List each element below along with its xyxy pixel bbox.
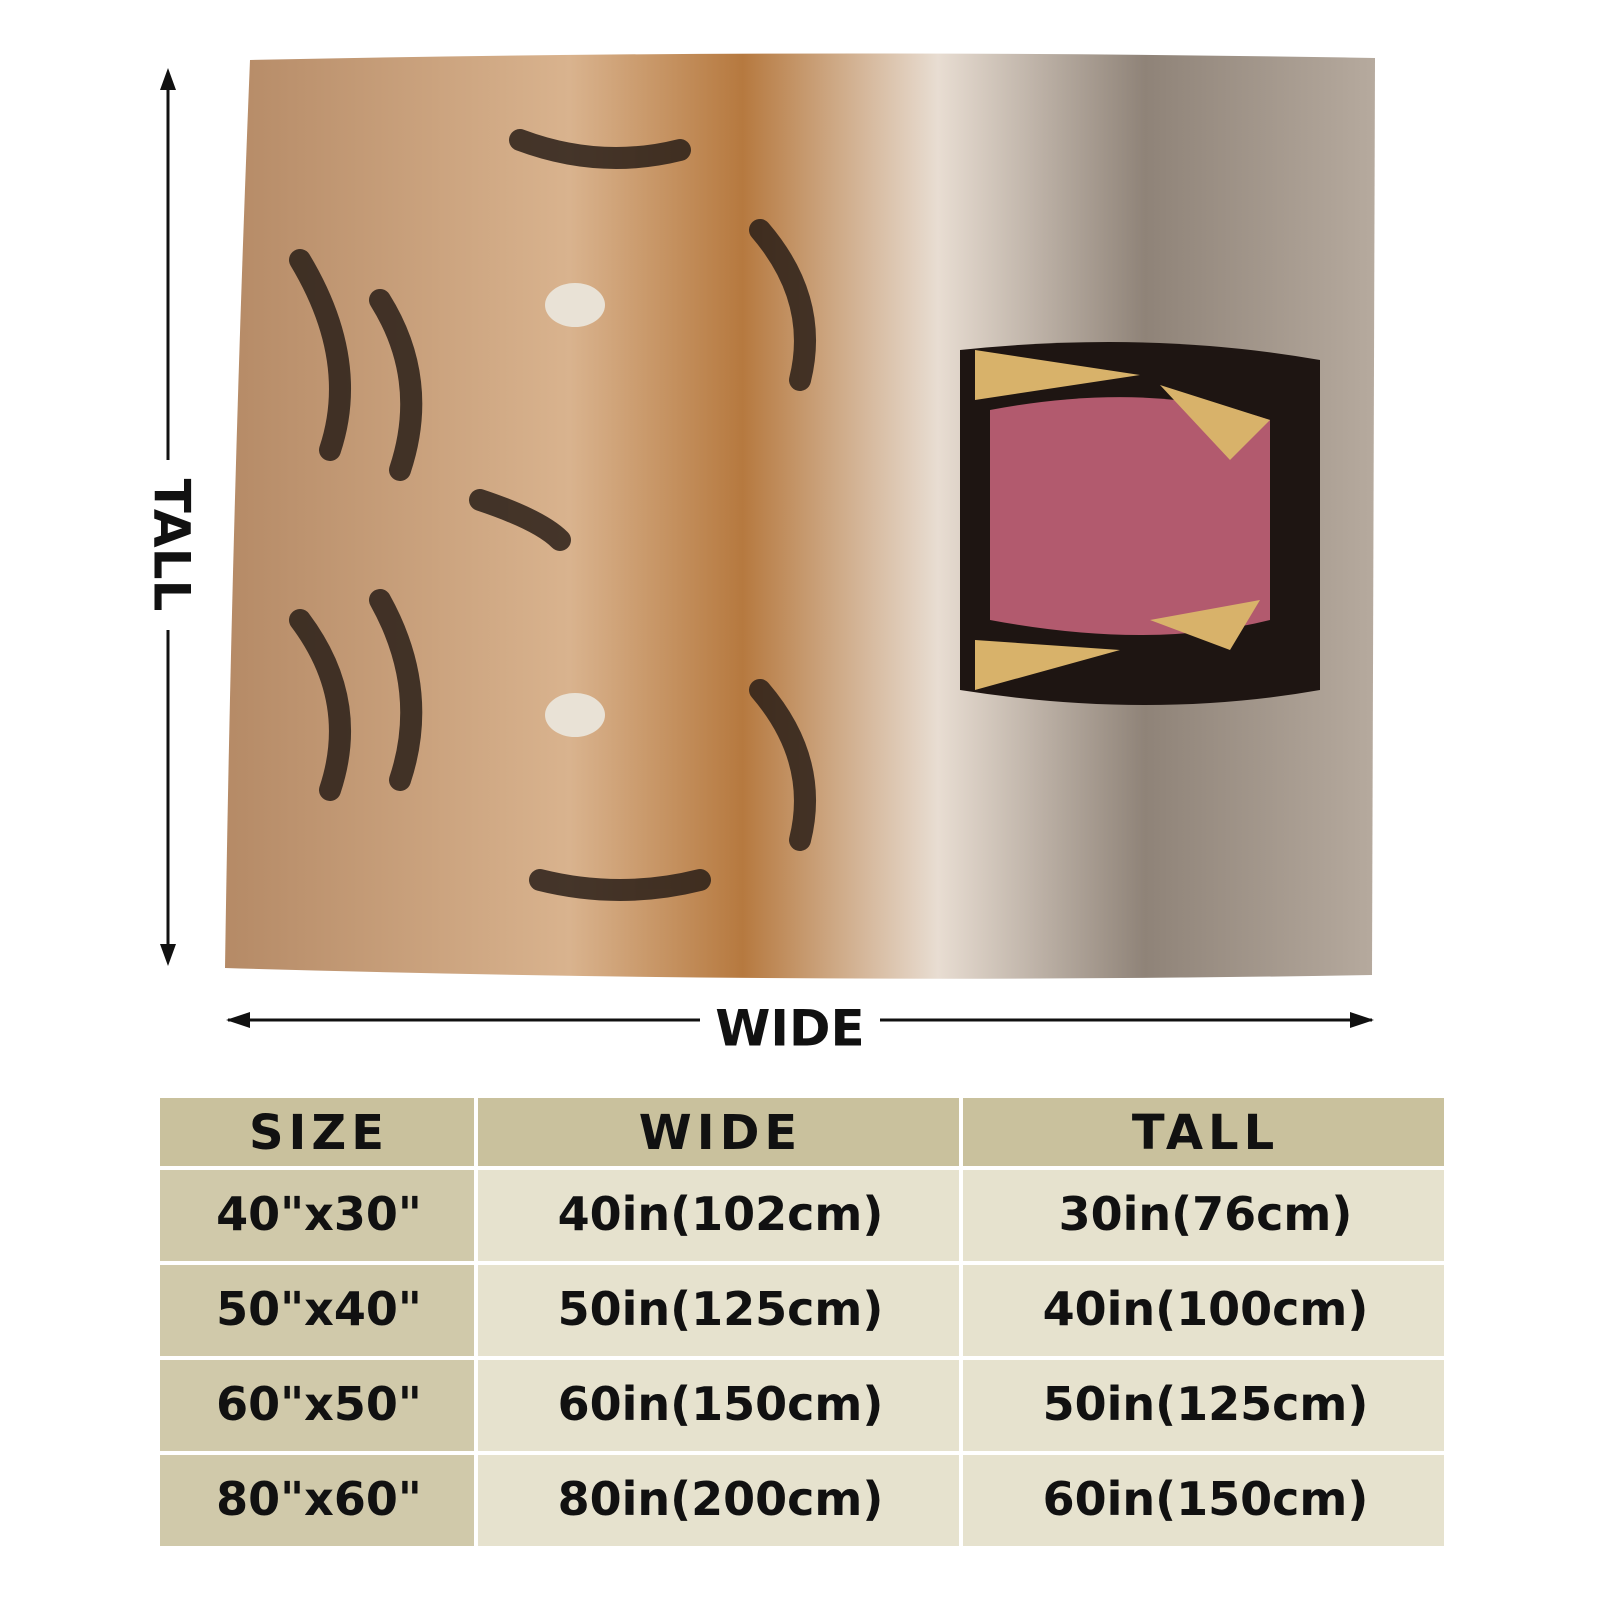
cell-text: 80"x60"	[216, 1472, 422, 1526]
wide-label: WIDE	[715, 1000, 864, 1058]
tall-label: TALL	[143, 479, 201, 612]
table-cell	[160, 1455, 474, 1546]
table-cell	[478, 1265, 959, 1356]
size-table: SIZE WIDE TALL 40"x30" 40in(102cm) 30in(76cm)…	[160, 1098, 1444, 1546]
cell-text: 80in(200cm)	[558, 1472, 884, 1526]
table-cell	[160, 1360, 474, 1451]
table-cell	[160, 1170, 474, 1261]
cell-text: 60in(150cm)	[1043, 1472, 1369, 1526]
table-cell	[478, 1170, 959, 1261]
cell-text: 50"x40"	[216, 1282, 422, 1336]
cell-text: 60in(150cm)	[558, 1377, 884, 1431]
blanket	[225, 53, 1375, 979]
cell-text: 30in(76cm)	[1059, 1187, 1353, 1241]
table-cell	[963, 1265, 1444, 1356]
table-cell	[963, 1170, 1444, 1261]
header-cell	[963, 1098, 1444, 1166]
cell-text: 40in(100cm)	[1043, 1282, 1369, 1336]
table-cell	[963, 1455, 1444, 1546]
table-cell	[478, 1360, 959, 1451]
cell-text: 60"x50"	[216, 1377, 422, 1431]
cell-text: 50in(125cm)	[558, 1282, 884, 1336]
table-cell	[160, 1265, 474, 1356]
wide-dimension	[226, 1012, 1374, 1028]
header-cell	[478, 1098, 959, 1166]
header-text: WIDE	[639, 1105, 802, 1161]
tall-dimension	[160, 68, 176, 966]
header-text: TALL	[1132, 1105, 1279, 1161]
header-cell	[160, 1098, 474, 1166]
cell-text: 50in(125cm)	[1043, 1377, 1369, 1431]
cell-text: 40in(102cm)	[558, 1187, 884, 1241]
table-cell	[963, 1360, 1444, 1451]
header-text: SIZE	[249, 1105, 389, 1161]
table-cell	[478, 1455, 959, 1546]
cell-text: 40"x30"	[216, 1187, 422, 1241]
